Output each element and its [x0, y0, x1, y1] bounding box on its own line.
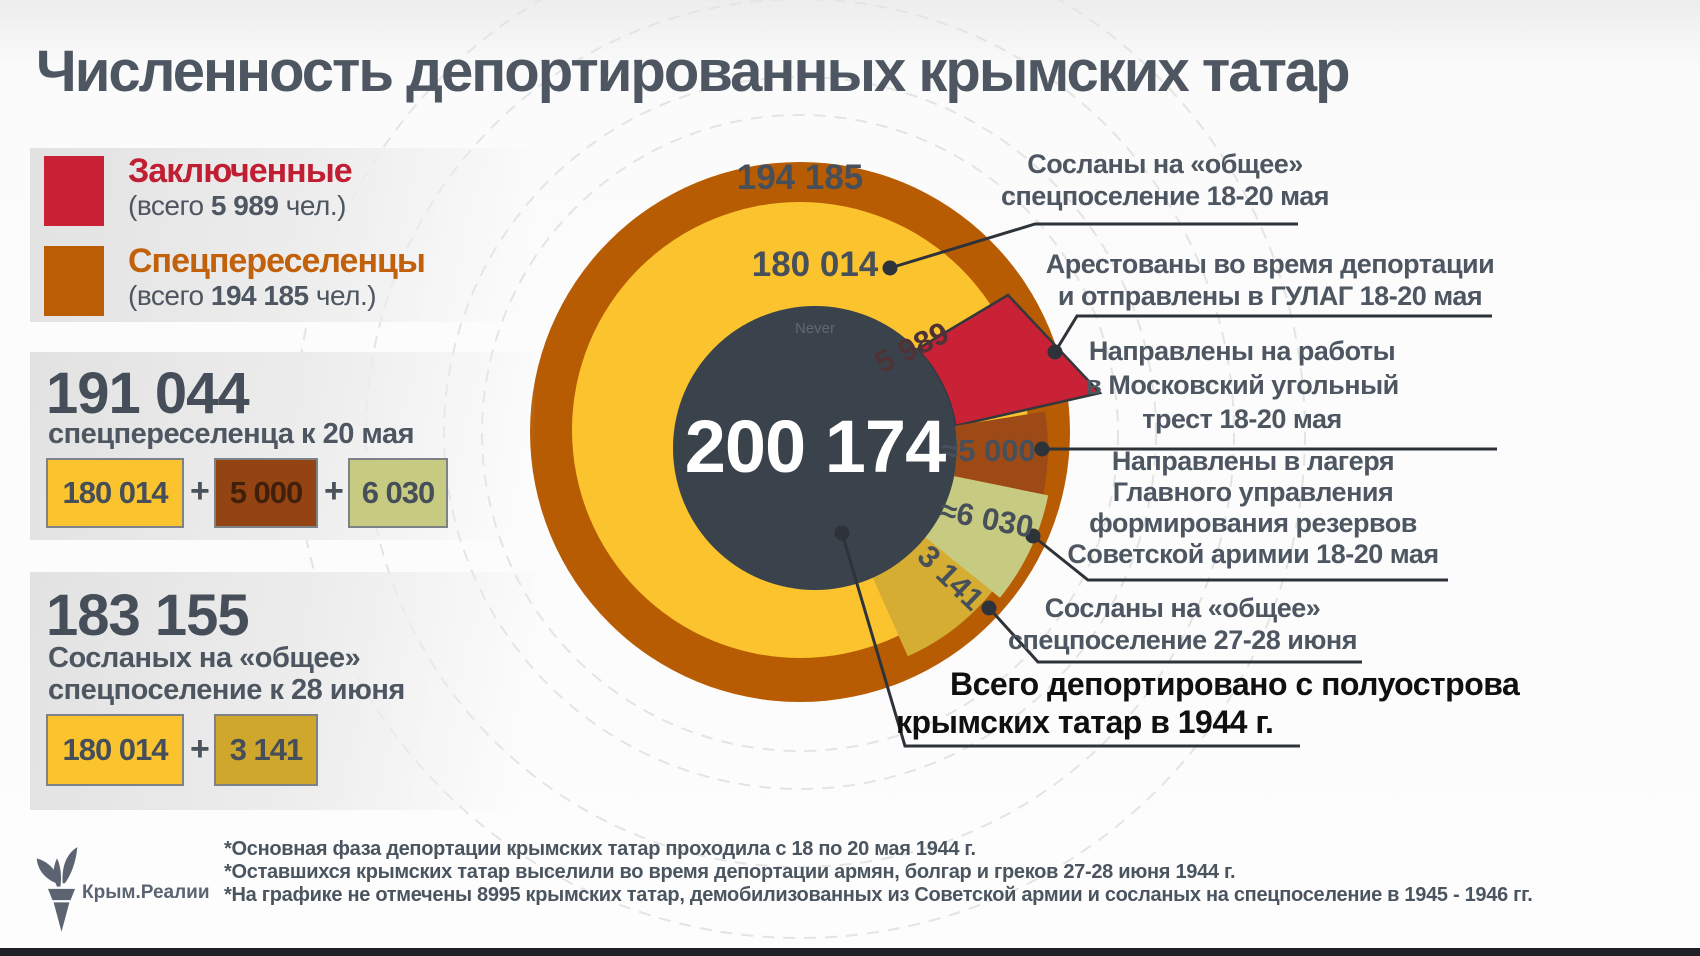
footnote-1: *Основная фаза депортации крымских татар… [224, 838, 976, 860]
bottom-edge-bar [0, 948, 1700, 956]
sum-june-caption-line1: Сосланых на «общее» [48, 642, 361, 674]
page-title: Численность депортированных крымских тат… [36, 39, 1351, 104]
plus-sign: + [324, 472, 344, 510]
annotation-gulag: Арестованы во время депортации и отправл… [1045, 249, 1495, 311]
addend-3141-june: 3 141 [214, 714, 318, 786]
center-total-label: 200 174 [684, 405, 947, 488]
plus-sign: + [190, 730, 210, 768]
legend-swatch-prisoners [44, 156, 104, 226]
legend-label-prisoners: Заключенные [128, 152, 353, 190]
legend-detail-prisoners: (всего 5 989 чел.) [128, 190, 346, 221]
addend-180014-june: 180 014 [46, 714, 184, 786]
legend-panel [30, 148, 535, 322]
wedge-june-settlement [872, 537, 993, 657]
annotation-coal-trust: Направлены на работы в Московский угольн… [1085, 336, 1399, 434]
sum-may-caption: спецпереселенца к 20 мая [48, 418, 415, 450]
sum-may-total: 191 044 [46, 361, 250, 426]
addend-5000-may: 5 000 [214, 458, 318, 528]
label-inner-ring-180014: 180 014 [751, 245, 879, 284]
addend-180014-may: 180 014 [46, 458, 184, 528]
wedge-coal-trust [954, 411, 1048, 495]
logo-wordmark: Крым.Реалии [82, 882, 210, 903]
addend-6030-may: 6 030 [348, 458, 448, 528]
annotation-reserve-camps: Направлены в лагеря Главного управления … [1067, 446, 1439, 569]
leader-lines [840, 222, 1497, 748]
legend-label-settlers: Спецпереселенцы [128, 242, 426, 280]
footnote-3: *На графике не отмечены 8995 крымских та… [224, 884, 1533, 906]
label-wedge-5000: ≈5 000 [941, 433, 1036, 468]
total-callout-line2: крымских татар в 1944 г. [896, 704, 1274, 740]
legend-swatch-settlers [44, 246, 104, 316]
annotation-general-settlement-may: Сосланы на «общее» спецпоселение 18-20 м… [1000, 149, 1330, 211]
sum-june-total: 183 155 [46, 583, 250, 648]
total-callout-line1: Всего депортировано с полуострова [950, 666, 1520, 702]
center-total-disc [673, 306, 957, 590]
sum-june-caption-line2: спецпоселение к 28 июня [48, 674, 405, 706]
label-outer-ring-194185: 194 185 [736, 158, 864, 197]
torch-icon [36, 847, 78, 932]
leader-dots [834, 260, 1063, 616]
annotation-general-settlement-june: Сосланы на «общее» спецпоселение 27-28 и… [1008, 593, 1357, 655]
plus-sign: + [190, 472, 210, 510]
legend-detail-settlers: (всего 194 185 чел.) [128, 280, 377, 311]
watermark-text: Never [794, 320, 835, 337]
wedge-reserve-camps [925, 476, 1049, 598]
footnote-2: *Оставшихся крымских татар выселили во в… [224, 861, 1236, 883]
